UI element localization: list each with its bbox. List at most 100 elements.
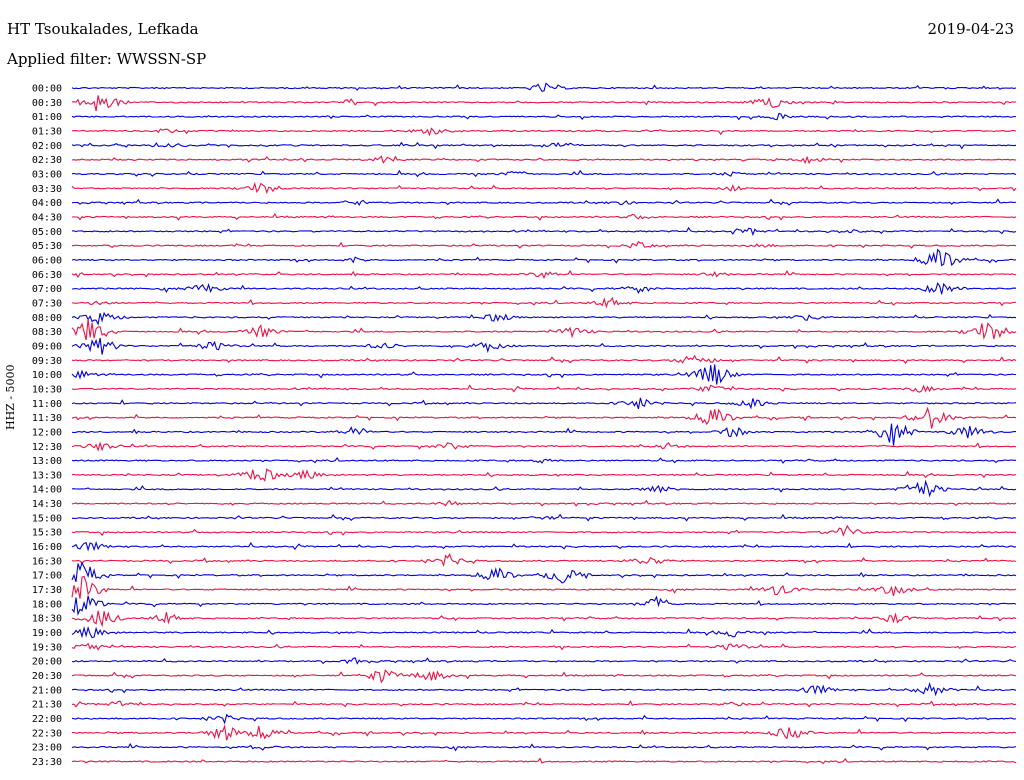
trace-line [71, 499, 1017, 507]
time-tick-label: 12:30 [32, 442, 62, 453]
trace-line [72, 513, 1017, 522]
trace-line [71, 281, 1017, 295]
time-tick-label: 02:00 [32, 141, 62, 152]
trace-line [71, 169, 1017, 178]
time-tick-label: 21:00 [32, 685, 62, 696]
trace-line [71, 269, 1017, 280]
time-tick-label: 20:00 [32, 657, 62, 668]
trace-line [71, 524, 1017, 537]
trace-line [71, 141, 1017, 150]
trace-line [71, 354, 1017, 365]
time-tick-label: 00:00 [32, 84, 62, 95]
trace-line [72, 240, 1017, 249]
trace-line [71, 337, 1017, 355]
trace-line [71, 700, 1017, 708]
trace-line [71, 82, 1017, 92]
trace-line [71, 296, 1017, 309]
date-label: 2019-04-23 [927, 20, 1014, 38]
trace-line [71, 397, 1017, 410]
time-tick-label: 18:00 [32, 599, 62, 610]
time-tick-label: 14:00 [32, 485, 62, 496]
time-tick-label: 09:30 [32, 356, 62, 367]
trace-line [71, 318, 1017, 341]
time-tick-label: 05:00 [32, 227, 62, 238]
time-tick-label: 10:30 [32, 384, 62, 395]
time-tick-label: 00:30 [32, 98, 62, 109]
trace-line [71, 364, 1016, 385]
time-tick-label: 08:00 [32, 313, 62, 324]
time-tick-label: 19:00 [32, 628, 62, 639]
time-tick-label: 14:30 [32, 499, 62, 510]
time-tick-label: 06:30 [32, 270, 62, 281]
trace-line [71, 441, 1017, 452]
time-tick-label: 20:30 [32, 671, 62, 682]
trace-line [71, 423, 1016, 446]
trace-line [71, 540, 1017, 552]
trace-line [71, 181, 1017, 195]
time-tick-label: 06:00 [32, 255, 62, 266]
time-tick-label: 18:30 [32, 614, 62, 625]
trace-line [71, 112, 1017, 121]
trace-line [71, 625, 1017, 639]
trace-line [71, 155, 1017, 165]
time-tick-label: 08:30 [32, 327, 62, 338]
trace-line [71, 669, 1017, 684]
time-tick-label: 03:30 [32, 184, 62, 195]
trace-line [71, 384, 1017, 393]
trace-line [71, 713, 1017, 725]
time-tick-label: 11:00 [32, 399, 62, 410]
time-tick-label: 19:30 [32, 642, 62, 653]
station-title: HT Tsoukalades, Lefkada [7, 20, 199, 38]
trace-line [71, 682, 1017, 697]
trace-line [71, 198, 1017, 206]
time-tick-label: 23:30 [32, 757, 62, 768]
time-tick-label: 01:30 [32, 126, 62, 137]
trace-line [72, 95, 1017, 112]
time-tick-label: 13:00 [32, 456, 62, 467]
trace-line [71, 561, 1017, 584]
trace-line [71, 226, 1017, 237]
time-tick-label: 02:30 [32, 155, 62, 166]
trace-line [71, 724, 1017, 741]
filter-label: Applied filter: WWSSN-SP [7, 50, 207, 68]
time-tick-label: 03:00 [32, 169, 62, 180]
trace-line [71, 468, 1017, 482]
trace-line [71, 248, 1017, 267]
time-tick-label: 07:00 [32, 284, 62, 295]
trace-line [71, 127, 1017, 137]
trace-line [71, 757, 1017, 765]
trace-line [71, 610, 1017, 628]
time-tick-label: 07:30 [32, 298, 62, 309]
time-tick-label: 10:00 [32, 370, 62, 381]
time-tick-label: 21:30 [32, 700, 62, 711]
trace-line [71, 642, 1017, 651]
time-tick-label: 13:30 [32, 470, 62, 481]
time-tick-label: 17:30 [32, 585, 62, 596]
trace-line [71, 311, 1017, 326]
trace-line [71, 657, 1017, 665]
trace-line [71, 553, 1017, 568]
time-tick-label: 09:00 [32, 341, 62, 352]
time-tick-label: 11:30 [32, 413, 62, 424]
time-tick-label: 15:00 [32, 513, 62, 524]
trace-line [71, 457, 1016, 464]
time-tick-label: 17:00 [32, 571, 62, 582]
trace-line [71, 406, 1017, 429]
trace-line [71, 742, 1017, 752]
time-tick-label: 01:00 [32, 112, 62, 123]
time-tick-label: 12:00 [32, 427, 62, 438]
time-tick-label: 04:00 [32, 198, 62, 209]
time-tick-label: 05:30 [32, 241, 62, 252]
trace-line [71, 575, 1017, 599]
time-tick-label: 04:30 [32, 212, 62, 223]
time-tick-label: 15:30 [32, 528, 62, 539]
time-tick-label: 23:00 [32, 743, 62, 754]
trace-line [71, 595, 1017, 616]
time-tick-label: 16:30 [32, 556, 62, 567]
time-tick-label: 22:30 [32, 728, 62, 739]
trace-line [71, 479, 1017, 498]
time-tick-label: 16:00 [32, 542, 62, 553]
time-tick-label: 22:00 [32, 714, 62, 725]
trace-line [71, 212, 1017, 221]
